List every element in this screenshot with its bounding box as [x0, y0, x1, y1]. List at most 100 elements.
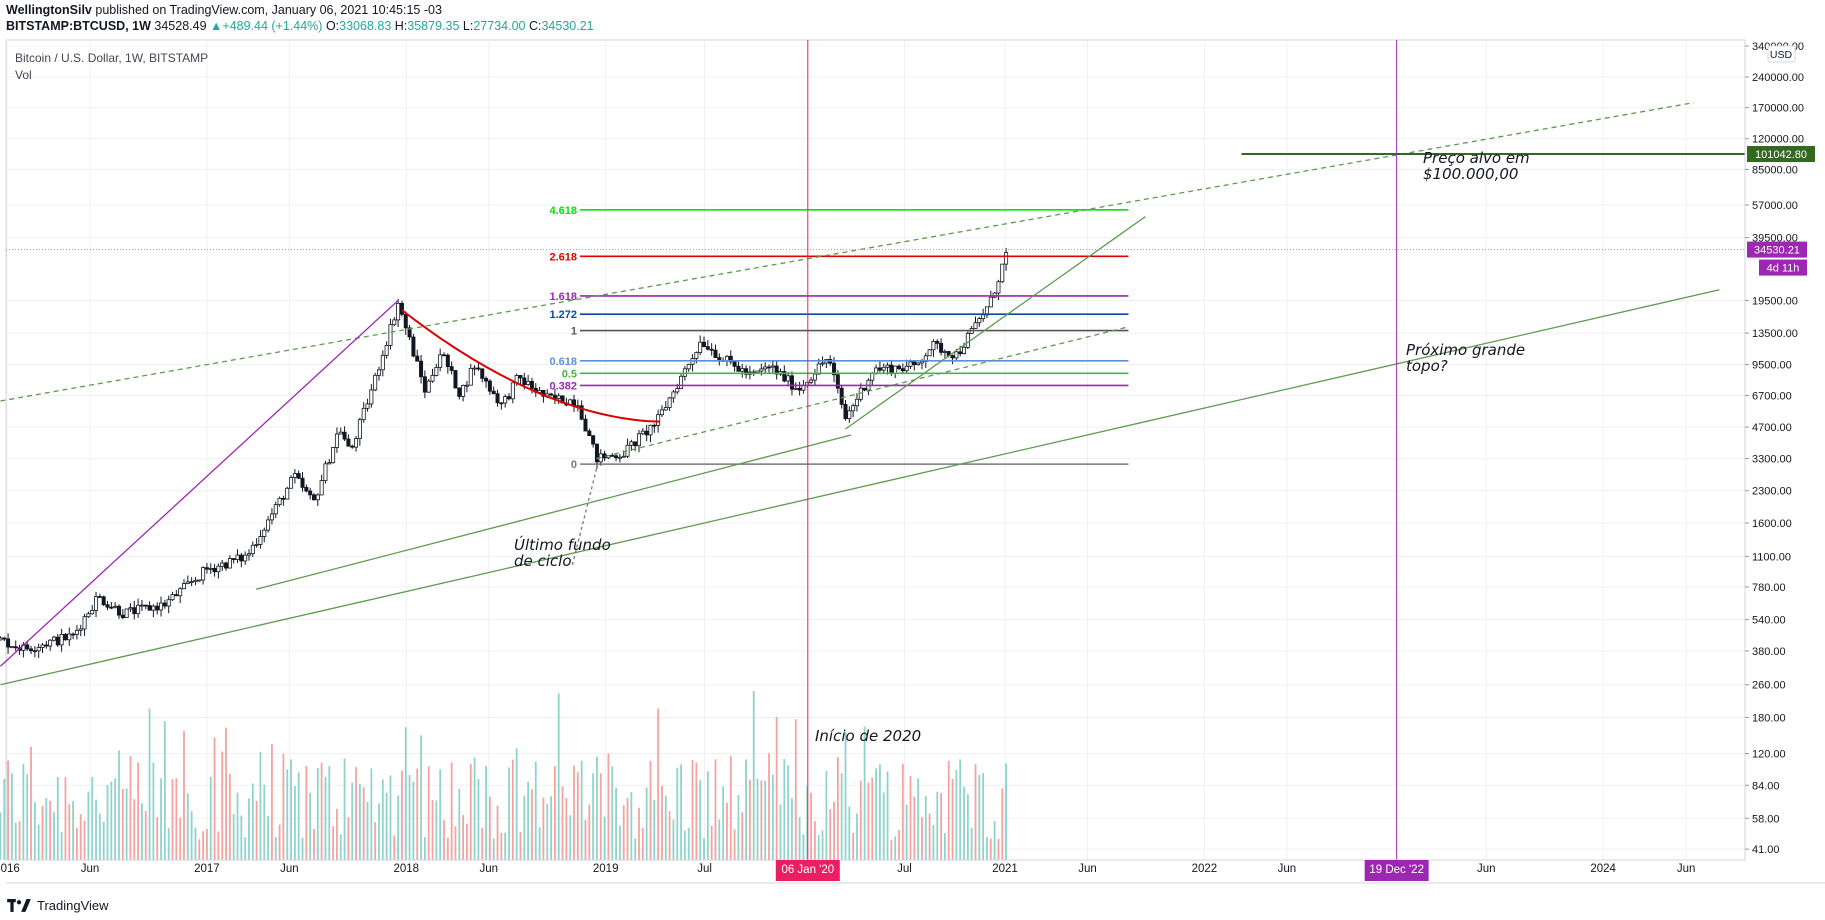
- candle-down: [449, 366, 454, 371]
- candle-down: [912, 361, 917, 365]
- y-tick-label: 85000.00: [1752, 164, 1798, 176]
- candle-up: [663, 407, 668, 411]
- volume-bar: [271, 744, 273, 860]
- candle-up: [396, 302, 401, 321]
- candle-down: [132, 607, 137, 615]
- volume-bar: [393, 835, 396, 860]
- volume-bar: [95, 799, 97, 860]
- volume-bar: [7, 760, 9, 860]
- volume-bar: [882, 792, 885, 860]
- volume-bar: [316, 768, 319, 860]
- x-tick-label: 2024: [1590, 863, 1616, 875]
- currency-label: USD: [1770, 49, 1793, 61]
- volume-bar: [416, 768, 419, 860]
- volume-bar: [993, 821, 996, 860]
- volume-bar: [301, 837, 304, 860]
- candle-up: [648, 424, 653, 436]
- candle-down: [705, 346, 710, 350]
- y-tick-label: 1600.00: [1752, 518, 1792, 530]
- candle-down: [476, 367, 481, 370]
- volume-bar: [305, 765, 308, 860]
- candle-down: [713, 349, 718, 358]
- candle-down: [939, 342, 944, 353]
- volume-bar: [206, 828, 208, 860]
- candle-up: [136, 604, 141, 615]
- volume-bar: [179, 817, 182, 860]
- candle-down: [709, 348, 714, 351]
- candle-up: [755, 370, 760, 374]
- up-arrow-icon: ▲: [210, 19, 223, 33]
- candle-down: [419, 360, 424, 378]
- candle-up: [973, 322, 978, 329]
- candle-down: [644, 430, 649, 436]
- next-top-annotation[interactable]: Próximo grande topo?: [1406, 341, 1526, 375]
- date-marker-label: 19 Dec '22: [1369, 864, 1424, 876]
- volume-bar: [351, 782, 354, 860]
- volume-bar: [825, 771, 828, 860]
- volume-bar: [898, 829, 900, 860]
- fib-level-label: 4.618: [549, 205, 577, 217]
- candle-down: [300, 477, 305, 488]
- candle-down: [239, 554, 244, 562]
- candle-up: [965, 332, 970, 348]
- volume-bar: [706, 771, 709, 860]
- candle-up: [67, 633, 72, 641]
- volume-bar: [963, 786, 965, 860]
- volume-bar: [30, 746, 32, 860]
- volume-bar: [695, 762, 698, 860]
- volume-bar: [607, 753, 610, 860]
- volume-bar: [672, 819, 675, 860]
- tradingview-logo[interactable]: TradingView: [6, 898, 109, 913]
- start-2020-annotation[interactable]: Início de 2020: [815, 727, 922, 745]
- volume-bar: [450, 762, 453, 860]
- candle-up: [266, 519, 271, 531]
- volume-bar: [148, 708, 151, 860]
- candle-up: [289, 477, 294, 489]
- volume-bar: [538, 827, 541, 860]
- candle-up: [809, 379, 814, 383]
- volume-bar: [469, 764, 472, 860]
- countdown-label: 4d 11h: [1767, 263, 1800, 275]
- volume-bar: [622, 805, 625, 860]
- last-cycle-bottom-annotation[interactable]: Último fundo de ciclo: [514, 536, 611, 570]
- candle-up: [388, 324, 393, 346]
- volume-bar: [645, 787, 648, 860]
- volume-bar: [771, 774, 774, 860]
- candle-up: [851, 405, 856, 412]
- author-name[interactable]: WellingtonSilv: [6, 3, 92, 17]
- volume-bar: [821, 830, 824, 860]
- volume-bar: [852, 832, 855, 860]
- volume-bar: [817, 835, 820, 860]
- candle-up: [208, 567, 213, 570]
- x-tick-label: Jul: [697, 863, 712, 875]
- candle-up: [220, 562, 225, 567]
- candle-up: [365, 403, 370, 409]
- open-value: 33068.83: [339, 19, 392, 33]
- volume-bar: [718, 819, 721, 860]
- volume-bar: [381, 779, 384, 860]
- volume-bar: [462, 815, 465, 860]
- candle-up: [698, 341, 703, 353]
- volume-bar: [458, 788, 461, 860]
- volume-bar: [806, 785, 809, 860]
- date-marker-label: 06 Jan '20: [781, 864, 834, 876]
- candle-up: [904, 365, 909, 372]
- volume-bar: [737, 795, 740, 860]
- candle-down: [507, 396, 512, 400]
- publish-info: published on TradingView.com, January 06…: [95, 3, 442, 17]
- volume-bar: [198, 839, 201, 860]
- volume-bar: [209, 776, 212, 860]
- volume-bar: [251, 783, 254, 860]
- volume-bar: [936, 791, 939, 860]
- volume-bar: [584, 819, 587, 860]
- target-annotation[interactable]: Preço alvo em $100.000,00: [1423, 149, 1530, 183]
- candle-down: [120, 614, 125, 619]
- volume-bar: [454, 826, 457, 860]
- candle-down: [652, 424, 657, 427]
- volume-bar: [274, 837, 277, 860]
- candle-down: [204, 567, 209, 570]
- volume-bar: [768, 753, 770, 860]
- candle-up: [874, 367, 879, 374]
- candle-up: [361, 407, 366, 421]
